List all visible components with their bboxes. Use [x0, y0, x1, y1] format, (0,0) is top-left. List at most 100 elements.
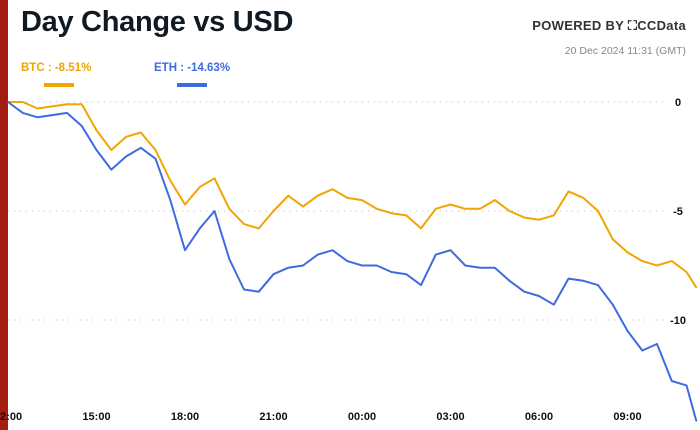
data-point-eth [272, 273, 275, 276]
accent-bar [0, 0, 8, 430]
data-point-btc [184, 203, 186, 206]
data-point-btc [213, 177, 216, 180]
data-point-eth [567, 277, 570, 280]
data-point-btc [51, 105, 54, 108]
data-point-btc [198, 186, 201, 188]
y-tick-label: 0 [675, 97, 681, 109]
data-point-eth [243, 288, 245, 291]
data-point-btc [36, 107, 39, 110]
data-point-eth [139, 146, 142, 149]
data-point-eth [361, 264, 363, 267]
data-point-eth [80, 125, 83, 127]
legend-btc-swatch [44, 83, 74, 87]
data-point-eth [66, 112, 68, 114]
data-point-btc [110, 149, 113, 151]
y-tick-label: -5 [673, 206, 683, 218]
data-point-btc [670, 260, 673, 262]
data-point-eth [464, 264, 467, 267]
x-tick-label: 15:00 [82, 411, 110, 423]
data-point-btc [552, 214, 555, 217]
data-point-eth [390, 271, 393, 273]
series-line-btc [8, 101, 698, 289]
data-point-btc [95, 129, 98, 132]
data-point-btc [464, 208, 467, 210]
powered-by: POWERED BY ⛶CCData [532, 18, 686, 34]
data-point-btc [390, 212, 393, 214]
data-point-eth [405, 273, 408, 276]
data-point-eth [36, 116, 39, 119]
data-point-eth [626, 330, 629, 332]
data-point-btc [66, 103, 68, 105]
data-point-btc [479, 208, 481, 210]
data-point-btc [331, 188, 334, 190]
data-point-btc [287, 194, 290, 197]
data-point-btc [316, 194, 319, 197]
data-point-eth [656, 343, 658, 345]
legend-eth-swatch [177, 83, 207, 87]
data-point-eth [695, 420, 698, 422]
data-point-btc [21, 101, 24, 103]
powered-by-label: POWERED BY [532, 18, 624, 33]
data-point-eth [375, 264, 378, 267]
data-point-eth [611, 303, 614, 306]
data-point-eth [169, 199, 172, 201]
data-point-eth [110, 168, 113, 171]
data-point-btc [538, 218, 540, 221]
data-point-btc [449, 203, 452, 206]
data-point-btc [523, 216, 526, 219]
data-point-eth [420, 284, 422, 286]
data-point-eth [685, 384, 688, 387]
data-point-btc [375, 208, 378, 210]
data-point-eth [228, 258, 231, 260]
data-point-btc [125, 136, 127, 138]
data-point-eth [125, 155, 127, 158]
data-point-btc [405, 214, 408, 217]
data-point-btc [228, 208, 231, 210]
y-tick-label: -10 [670, 315, 686, 327]
legend-btc[interactable]: BTC : -8.51% [21, 62, 92, 74]
data-point-btc [597, 210, 599, 212]
x-tick-label: 03:00 [436, 411, 464, 423]
data-point-btc [626, 251, 629, 254]
data-point-eth [316, 253, 319, 256]
data-point-eth [670, 380, 673, 382]
page-title: Day Change vs USD [21, 6, 294, 38]
data-point-btc [641, 260, 644, 262]
data-point-btc [169, 179, 172, 182]
data-point-eth [508, 279, 511, 282]
data-point-btc [243, 223, 245, 225]
data-point-eth [582, 279, 585, 282]
data-point-eth [213, 210, 216, 212]
brand-name: CCData [637, 18, 686, 33]
x-tick-label: 06:00 [525, 411, 553, 423]
data-point-eth [331, 249, 334, 252]
data-point-eth [95, 149, 98, 151]
data-point-eth [493, 266, 496, 269]
data-point-btc [420, 227, 422, 230]
legend-eth[interactable]: ETH : -14.63% [154, 62, 231, 74]
data-point-btc [582, 197, 585, 199]
data-point-btc [361, 199, 363, 201]
data-point-eth [538, 295, 540, 297]
data-point-btc [434, 208, 437, 210]
data-point-btc [272, 210, 275, 212]
data-point-btc [508, 210, 511, 212]
data-point-eth [597, 284, 599, 286]
data-point-btc [257, 227, 260, 230]
ccdata-logo-icon: ⛶ [627, 18, 638, 33]
data-point-eth [523, 290, 526, 293]
data-point-btc [656, 264, 658, 267]
data-point-eth [198, 227, 201, 230]
data-point-btc [302, 205, 304, 208]
data-point-btc [685, 271, 688, 273]
data-point-eth [302, 264, 304, 267]
data-point-eth [51, 114, 54, 116]
data-point-btc [493, 199, 496, 201]
data-point-eth [257, 290, 260, 293]
data-point-btc [80, 103, 83, 105]
x-tick-label: 00:00 [348, 411, 376, 423]
data-point-btc [567, 190, 570, 193]
data-point-eth [287, 266, 290, 269]
data-point-eth [154, 157, 157, 160]
